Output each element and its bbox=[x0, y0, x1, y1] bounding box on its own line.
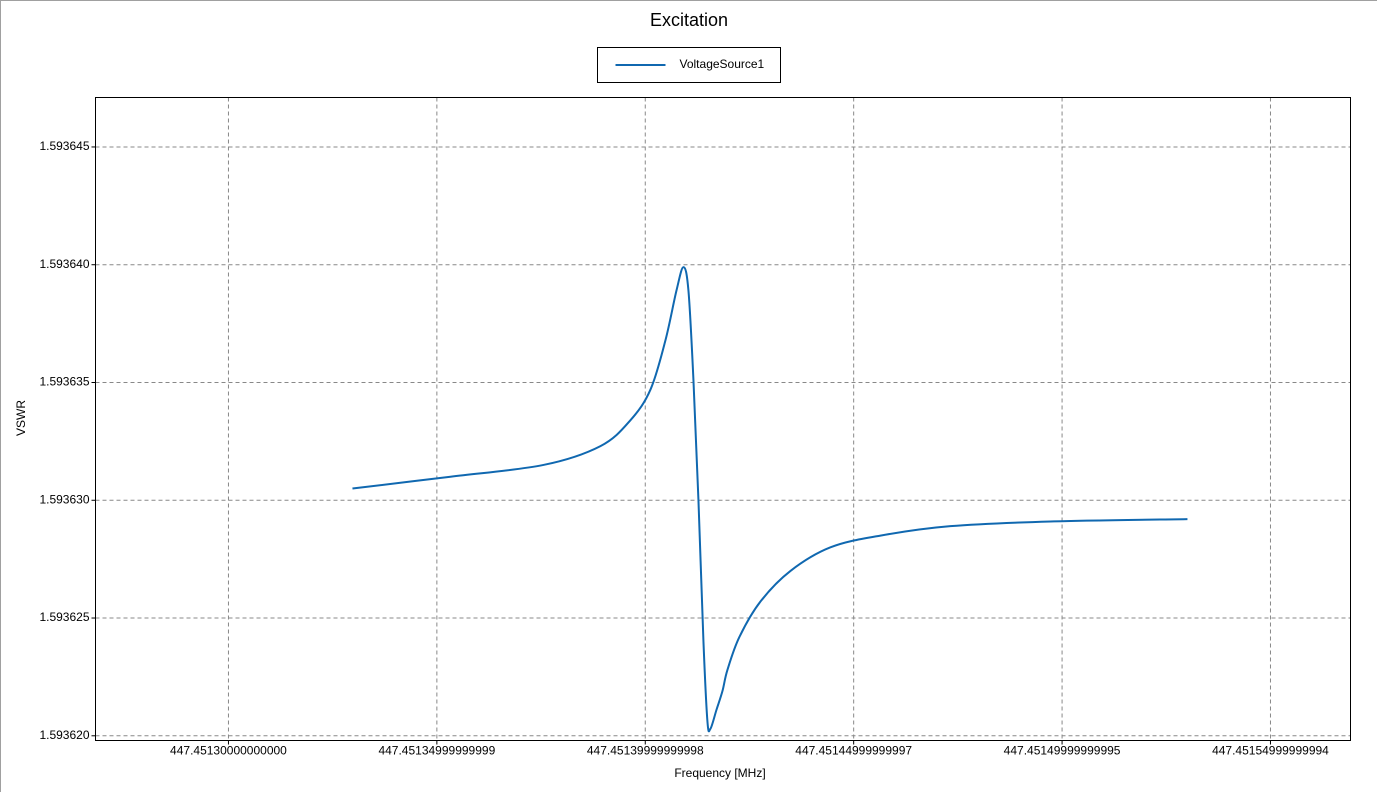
legend-label: VoltageSource1 bbox=[680, 57, 765, 71]
x-tick-label: 447.45139999999998 bbox=[587, 744, 704, 758]
plot-frame bbox=[95, 97, 1351, 741]
x-tick-label: 447.45130000000000 bbox=[170, 744, 287, 758]
y-tick-label: 1.593625 bbox=[39, 610, 89, 624]
y-tick-label: 1.593635 bbox=[39, 375, 89, 389]
y-tick-label: 1.593620 bbox=[39, 728, 89, 742]
x-tick-label: 447.45144999999997 bbox=[795, 744, 912, 758]
x-tick-label: 447.45149999999995 bbox=[1004, 744, 1121, 758]
y-axis-label: VSWR bbox=[14, 400, 28, 436]
grid bbox=[91, 97, 1351, 745]
x-tick-label: 447.45154999999994 bbox=[1212, 744, 1329, 758]
chart-title: Excitation bbox=[650, 10, 728, 30]
plot bbox=[352, 266, 1188, 733]
y-tick-label: 1.593645 bbox=[39, 139, 89, 153]
legend: VoltageSource1 bbox=[597, 47, 781, 83]
y-tick-label: 1.593630 bbox=[39, 492, 89, 506]
y-tick-label: 1.593640 bbox=[39, 257, 89, 271]
x-tick-label: 447.45134999999999 bbox=[378, 744, 495, 758]
series-line bbox=[352, 266, 1188, 733]
x-axis-label: Frequency [MHz] bbox=[674, 766, 765, 780]
